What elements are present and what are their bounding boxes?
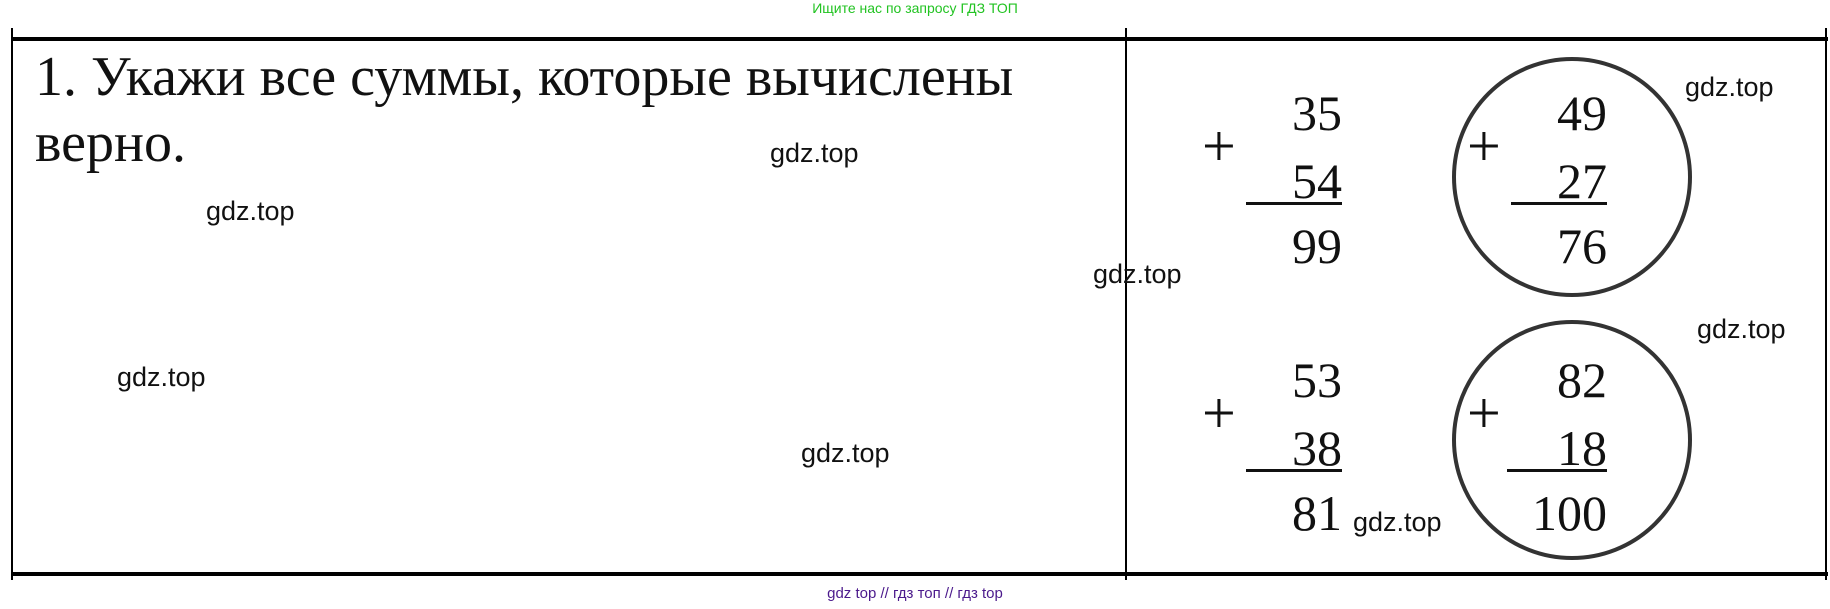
sum-result: 99 <box>1292 218 1342 274</box>
plus-sign: + <box>1467 113 1501 179</box>
watermark: gdz.top <box>1353 507 1442 537</box>
watermark: gdz.top <box>770 138 859 168</box>
addend-a: 35 <box>1292 85 1342 141</box>
watermark: gdz.top <box>206 196 295 226</box>
addend-a: 53 <box>1292 352 1342 408</box>
sum-line <box>1507 469 1607 472</box>
watermark: gdz.top <box>801 438 890 468</box>
search-hint-banner: Ищите нас по запросу ГДЗ ТОП <box>812 0 1018 16</box>
footer-watermark: gdz top // гдз топ // гдз top <box>827 585 1003 602</box>
table-left-border <box>11 28 13 580</box>
table-right-border <box>1825 28 1827 580</box>
sum-result: 100 <box>1532 485 1607 541</box>
sum-2: + 49 27 76 <box>1467 88 1607 288</box>
sum-line <box>1511 202 1607 205</box>
addend-b: 54 <box>1292 153 1342 209</box>
sum-result: 81 <box>1292 485 1342 541</box>
task-line-1: 1. Укажи все суммы, которые вычислены <box>35 46 1014 108</box>
watermark: gdz.top <box>1697 314 1786 344</box>
table-column-divider <box>1125 28 1127 580</box>
watermark: gdz.top <box>117 362 206 392</box>
addend-b: 27 <box>1557 153 1607 209</box>
task-line-2: верно. <box>35 112 186 174</box>
sum-result: 76 <box>1557 218 1607 274</box>
sum-3: + 53 38 81 <box>1202 355 1342 555</box>
sum-1: + 35 54 99 <box>1202 88 1342 288</box>
sum-line <box>1246 469 1342 472</box>
addend-b: 18 <box>1557 420 1607 476</box>
watermark: gdz.top <box>1093 259 1182 289</box>
addend-a: 49 <box>1557 85 1607 141</box>
table-top-border <box>12 37 1828 41</box>
correct-circle <box>1452 57 1692 297</box>
plus-sign: + <box>1202 380 1236 446</box>
sum-line <box>1246 202 1342 205</box>
table-bottom-border <box>12 572 1828 576</box>
correct-circle <box>1452 320 1692 560</box>
addend-b: 38 <box>1292 420 1342 476</box>
task-text: 1. Укажи все суммы, которые вычислены ве… <box>35 44 1013 176</box>
plus-sign: + <box>1202 113 1236 179</box>
watermark: gdz.top <box>1685 72 1774 102</box>
addend-a: 82 <box>1557 352 1607 408</box>
sum-4: + 82 18 100 <box>1467 355 1607 555</box>
plus-sign: + <box>1467 380 1501 446</box>
